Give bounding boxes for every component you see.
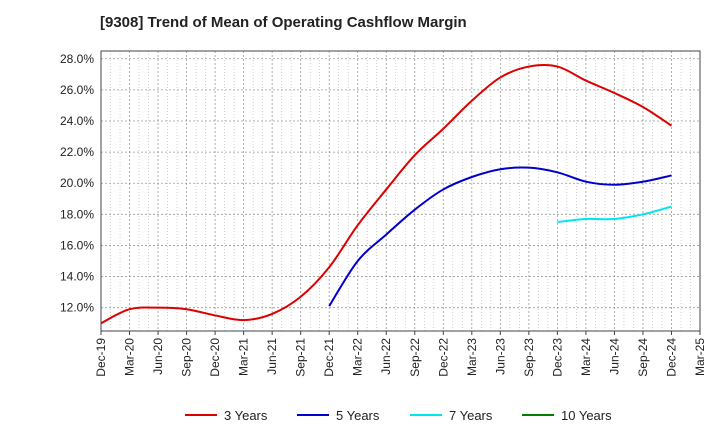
x-tick-label: Jun-24 — [607, 338, 621, 375]
y-tick-label: 20.0% — [60, 176, 94, 190]
series-line-3-years — [100, 64, 673, 325]
y-tick-label: 22.0% — [60, 145, 94, 159]
grid — [100, 51, 701, 331]
legend-label: 7 Years — [449, 408, 493, 423]
x-tick-label: Jun-22 — [379, 338, 393, 375]
legend: 3 Years 5 Years 7 Years 10 Years — [185, 408, 612, 423]
x-tick-label: Mar-25 — [693, 338, 707, 376]
y-tick-label: 26.0% — [60, 83, 94, 97]
x-tick-label: Mar-24 — [579, 338, 593, 376]
legend-label: 3 Years — [224, 408, 268, 423]
x-tick-label: Mar-23 — [465, 338, 479, 376]
y-tick-label: 18.0% — [60, 207, 94, 221]
x-tick-label: Dec-21 — [322, 338, 336, 377]
x-tick-label: Dec-19 — [94, 338, 108, 377]
x-tick-label: Mar-22 — [351, 338, 365, 376]
y-tick-label: 16.0% — [60, 238, 94, 252]
legend-label: 10 Years — [561, 408, 612, 423]
x-tick-label: Dec-22 — [436, 338, 450, 377]
x-tick-label: Jun-21 — [265, 338, 279, 375]
x-tick-label: Mar-20 — [123, 338, 137, 376]
series-lines — [100, 64, 673, 325]
x-tick-label: Sep-21 — [294, 338, 308, 377]
y-tick-label: 24.0% — [60, 114, 94, 128]
x-tick-label: Sep-20 — [180, 338, 194, 377]
y-tick-label: 12.0% — [60, 301, 94, 315]
x-tick-label: Sep-23 — [522, 338, 536, 377]
axes: 12.0% 14.0% 16.0% 18.0% 20.0% 22.0% 24.0% 26.0%… — [60, 50, 707, 377]
x-tick-label: Sep-22 — [408, 338, 422, 377]
plot-frame — [100, 50, 701, 332]
x-tick-label: Sep-24 — [636, 338, 650, 377]
series-line-5-years — [328, 166, 672, 307]
x-tick-label: Jun-23 — [493, 338, 507, 375]
chart-title: [9308] Trend of Mean of Operating Cashfl… — [100, 14, 467, 31]
y-tick-label: 14.0% — [60, 270, 94, 284]
x-tick-label: Jun-20 — [151, 338, 165, 375]
series-line-7-years — [557, 205, 672, 224]
y-tick-label: 28.0% — [60, 52, 94, 66]
x-tick-label: Dec-23 — [550, 338, 564, 377]
legend-label: 5 Years — [336, 408, 380, 423]
x-tick-label: Dec-24 — [664, 338, 678, 377]
x-tick-label: Mar-21 — [237, 338, 251, 376]
x-tick-label: Dec-20 — [208, 338, 222, 377]
